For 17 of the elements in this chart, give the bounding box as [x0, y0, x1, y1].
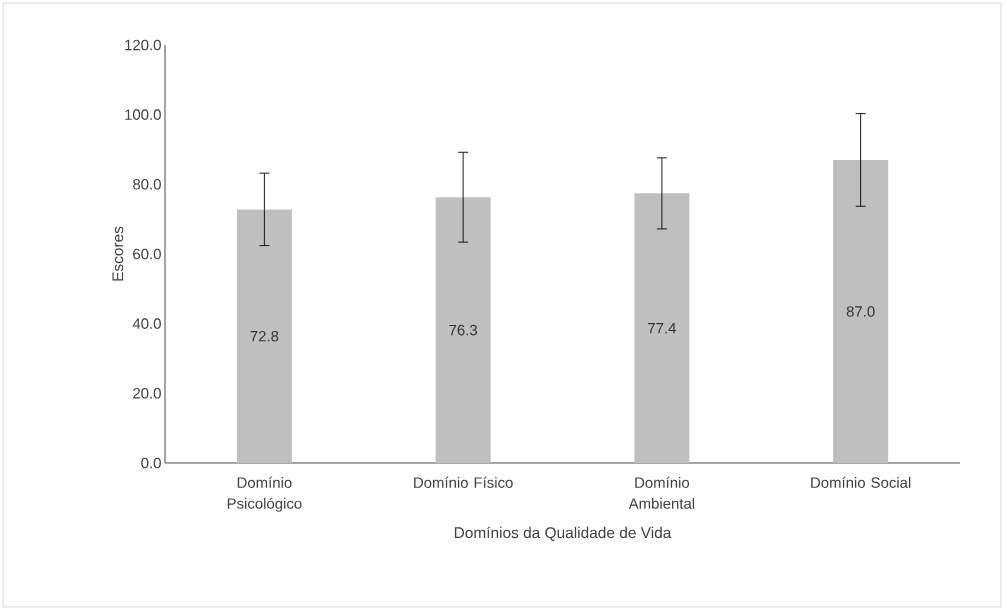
y-tick-label: 40.0 [132, 318, 161, 329]
y-tick-label: 0.0 [141, 457, 161, 469]
x-tick-label: Domínio Físico [414, 476, 513, 488]
y-tick-label: 100.0 [125, 109, 161, 120]
x-tick-label: Domínio Ambiental [628, 476, 695, 509]
y-tick-label: 120.0 [125, 39, 161, 51]
y-tick-label: 20.0 [133, 388, 161, 399]
y-axis-title: Escores [112, 226, 124, 281]
x-tick-label: Domínio Social [811, 476, 911, 488]
y-tick-label: 80.0 [133, 179, 161, 190]
x-tick-label: Domínio Psicológico [227, 476, 302, 512]
x-axis-title: Domínios da Qualidade de Vida [454, 526, 672, 541]
data-label: 77.4 [648, 323, 676, 334]
data-label: 87.0 [846, 306, 875, 317]
data-label: 76.3 [449, 324, 478, 336]
y-tick-label: 60.0 [133, 248, 161, 260]
data-label: 72.8 [250, 330, 279, 342]
